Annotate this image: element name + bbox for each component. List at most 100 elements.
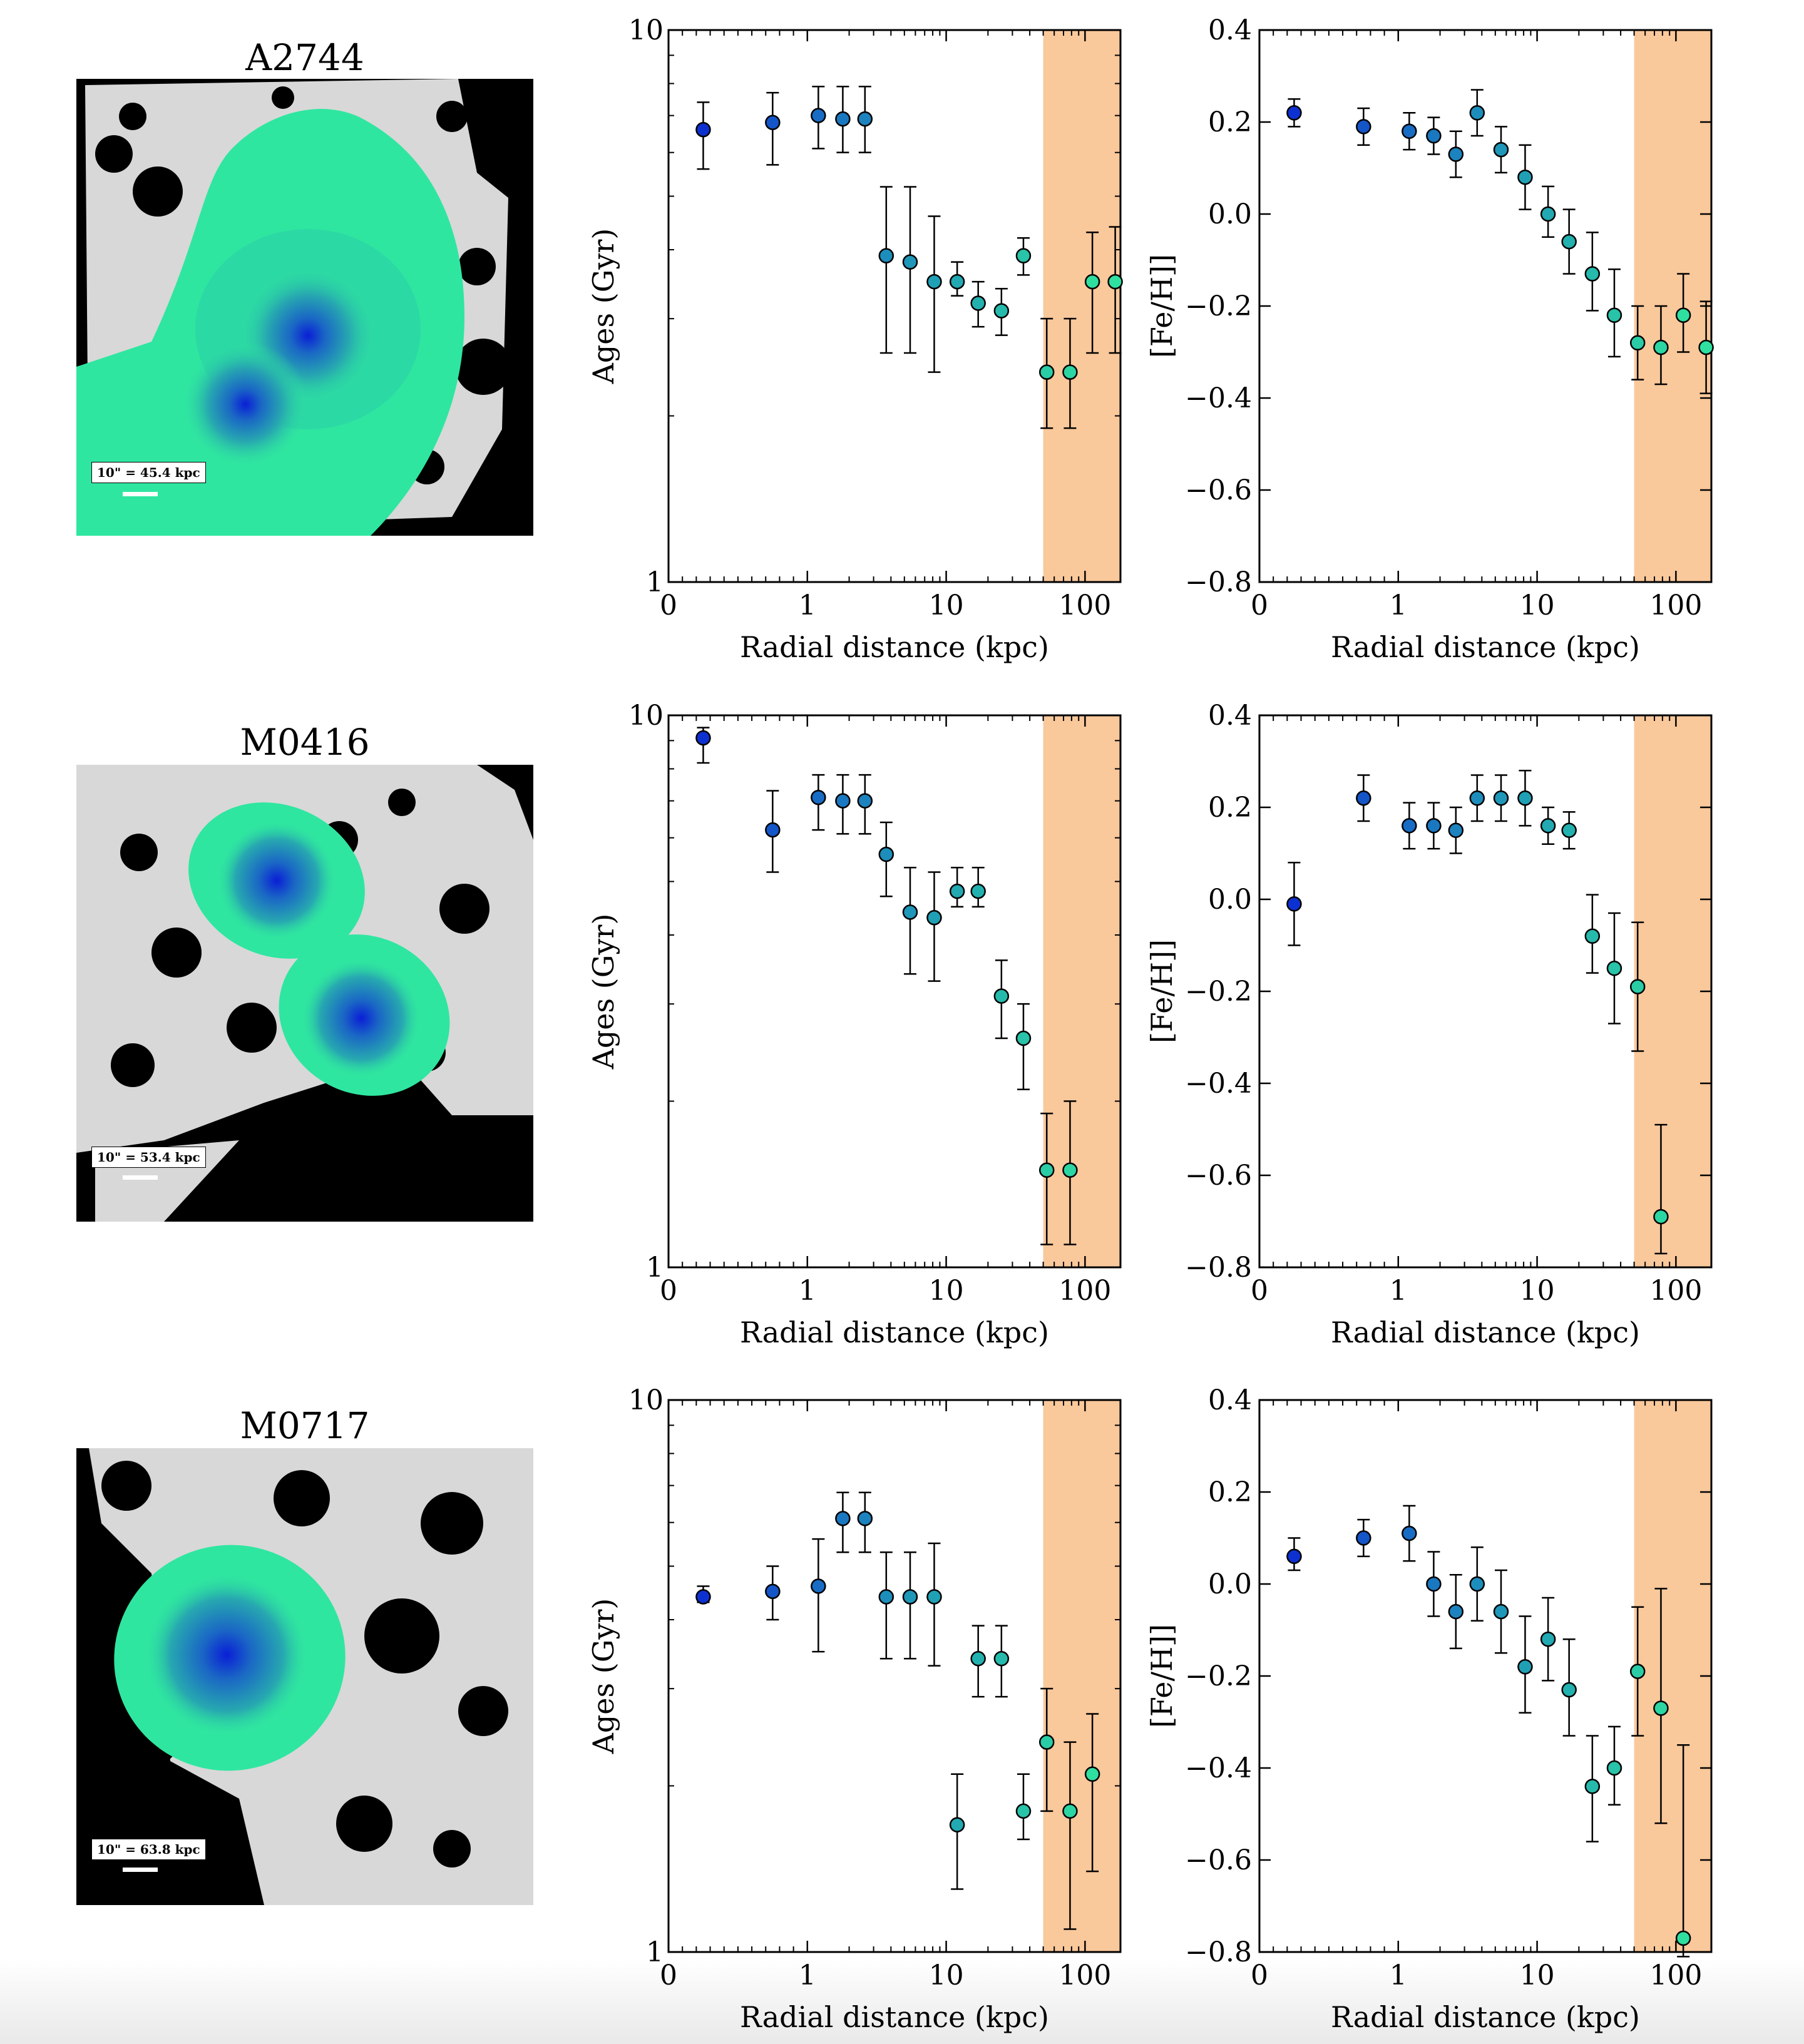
y-tick-label: 1 (646, 566, 664, 598)
data-point (1653, 1700, 1669, 1716)
y-tick-label: 10 (628, 700, 664, 732)
data-point (1629, 1663, 1646, 1679)
x-tick-label: 1 (1390, 590, 1407, 621)
cluster-map-a2744-graphic (76, 79, 511, 536)
y-tick-label: 0.2 (1208, 1476, 1252, 1508)
shaded-band (1634, 30, 1711, 582)
data-point (993, 303, 1010, 319)
data-point (902, 904, 918, 920)
shaded-band (1043, 30, 1120, 582)
scale-bar-a2744 (123, 492, 158, 496)
y-tick-label: −0.6 (1185, 474, 1252, 506)
x-tick-label: 0 (660, 1275, 677, 1307)
panel-title-m0717: M0717 (240, 1404, 370, 1447)
data-point (1584, 1779, 1601, 1794)
data-point (857, 111, 873, 127)
data-point (1675, 307, 1691, 323)
x-axis-label: Radial distance (kpc) (1331, 1316, 1640, 1349)
x-tick-label: 1 (1390, 1960, 1407, 1991)
data-point (949, 273, 965, 290)
data-point (835, 793, 851, 809)
y-tick-label: −0.2 (1185, 976, 1252, 1008)
x-tick-label: 100 (1649, 1275, 1702, 1307)
data-point (1038, 364, 1055, 380)
y-tick-label: 0.0 (1208, 198, 1252, 230)
axes-frame (667, 714, 1122, 1269)
data-point (1540, 206, 1556, 222)
data-point (970, 295, 986, 311)
data-point (1448, 146, 1464, 162)
y-tick-label: 0.4 (1208, 700, 1252, 732)
data-point (1448, 1603, 1464, 1620)
x-tick-label: 10 (1520, 1960, 1555, 1991)
data-point (970, 883, 986, 899)
y-tick-label: −0.8 (1185, 566, 1252, 598)
x-tick-label: 0 (660, 590, 677, 621)
cluster-map-a2744: 10" = 45.4 kpc (76, 79, 533, 536)
y-tick-label: 0.2 (1208, 792, 1252, 824)
x-tick-label: 10 (929, 1960, 964, 1991)
cluster-map-m0416: 10" = 53.4 kpc (76, 765, 533, 1222)
data-point (1426, 128, 1442, 144)
data-point (1356, 790, 1371, 806)
x-axis-label: Radial distance (kpc) (740, 630, 1049, 664)
x-tick-label: 1 (1390, 1275, 1407, 1307)
data-point (811, 108, 826, 123)
data-point (1426, 818, 1442, 834)
data-point (765, 822, 781, 838)
data-point (1469, 1576, 1485, 1592)
scale-label-m0717: 10" = 63.8 kpc (91, 1839, 206, 1860)
y-axis-label: Ages (Gyr) (587, 228, 620, 385)
data-point (1062, 1162, 1078, 1178)
data-point (1286, 105, 1302, 121)
x-tick-label: 10 (929, 590, 964, 621)
data-point (926, 910, 942, 926)
data-point (993, 1650, 1010, 1667)
data-point (1493, 141, 1509, 158)
data-point (949, 1817, 965, 1832)
data-point (1038, 1162, 1055, 1178)
data-point (695, 121, 711, 138)
data-point (695, 1589, 711, 1605)
data-point (765, 115, 781, 130)
cluster-map-m0717: 10" = 63.8 kpc (76, 1448, 533, 1905)
cluster-map-m0717-graphic (76, 1448, 533, 1905)
y-tick-label: −0.4 (1185, 1752, 1252, 1784)
data-point (1540, 818, 1556, 834)
x-axis-label: Radial distance (kpc) (1331, 630, 1640, 664)
axes-frame (667, 29, 1122, 583)
y-tick-label: 0.4 (1208, 1384, 1252, 1416)
data-point (1561, 233, 1577, 250)
data-point (1426, 1576, 1442, 1592)
data-point (1540, 1631, 1556, 1647)
data-point (1653, 1209, 1669, 1225)
data-point (1084, 1766, 1100, 1782)
x-tick-label: 0 (660, 1960, 677, 1991)
data-point (1517, 790, 1533, 806)
y-axis-label: Ages (Gyr) (587, 1598, 620, 1755)
data-point (1038, 1734, 1055, 1750)
x-tick-label: 100 (1649, 590, 1702, 621)
chart-m0717-feh: 0 1 10 100 −0.8 −0.6 −0.4 −0.2 0.0 0.2 0.4 Radial d… (1145, 1384, 1713, 2034)
data-point (993, 988, 1010, 1004)
x-tick-label: 100 (1058, 1960, 1111, 1991)
scale-label-a2744: 10" = 45.4 kpc (91, 462, 206, 483)
data-point (1653, 339, 1669, 355)
chart-m0416-feh: 0 1 10 100 −0.8 −0.6 −0.4 −0.2 0.0 0.2 0.4 Radial d… (1145, 700, 1713, 1349)
x-tick-label: 1 (799, 1960, 816, 1991)
data-point (1469, 105, 1485, 121)
data-point (835, 111, 851, 127)
data-point (835, 1511, 851, 1526)
y-axis-label: [Fe/H]] (1145, 1624, 1179, 1728)
x-tick-label: 100 (1649, 1960, 1702, 1991)
data-point (926, 273, 942, 290)
data-point (1448, 822, 1464, 838)
y-tick-label: −0.4 (1185, 382, 1252, 414)
bottom-fade (0, 1959, 1804, 2044)
x-tick-label: 0 (1251, 590, 1268, 621)
y-tick-label: 10 (628, 14, 664, 46)
x-tick-label: 100 (1058, 590, 1111, 621)
x-tick-label: 0 (1251, 1275, 1268, 1307)
y-tick-label: 0.4 (1208, 14, 1252, 46)
